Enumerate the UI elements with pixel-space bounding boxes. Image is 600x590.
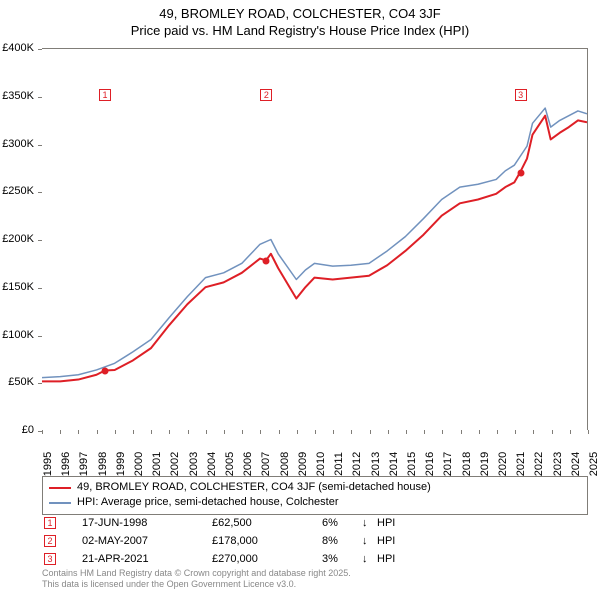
plot-area: 1 2 3 xyxy=(42,48,588,430)
title-line2: Price paid vs. HM Land Registry's House … xyxy=(0,23,600,40)
title-line1: 49, BROMLEY ROAD, COLCHESTER, CO4 3JF xyxy=(0,6,600,23)
x-tick-label: 2010 xyxy=(315,452,327,476)
x-tick-label: 2020 xyxy=(497,452,509,476)
x-tick-label: 2025 xyxy=(588,452,600,476)
sale-dot-1 xyxy=(101,368,108,375)
sales-marker: 3 xyxy=(44,553,56,565)
x-tick-label: 2017 xyxy=(442,452,454,476)
legend-label-red: 49, BROMLEY ROAD, COLCHESTER, CO4 3JF (s… xyxy=(77,480,431,495)
down-arrow-icon: ↓ xyxy=(362,535,377,547)
x-tick-label: 1996 xyxy=(60,452,72,476)
legend-label-blue: HPI: Average price, semi-detached house,… xyxy=(77,495,339,510)
footer: Contains HM Land Registry data © Crown c… xyxy=(42,568,351,590)
y-tick-label: £150K xyxy=(2,281,34,293)
chart-marker-3: 3 xyxy=(515,89,527,101)
y-tick-label: £350K xyxy=(2,90,34,102)
sales-date: 17-JUN-1998 xyxy=(82,517,212,529)
sales-price: £270,000 xyxy=(212,553,322,565)
x-tick-label: 2007 xyxy=(260,452,272,476)
chart-marker-1: 1 xyxy=(99,89,111,101)
chart-container: 49, BROMLEY ROAD, COLCHESTER, CO4 3JF Pr… xyxy=(0,0,600,590)
sales-hpi-label: HPI xyxy=(377,517,395,529)
x-tick-label: 2011 xyxy=(333,452,345,476)
legend-swatch-red xyxy=(49,487,71,489)
legend: 49, BROMLEY ROAD, COLCHESTER, CO4 3JF (s… xyxy=(42,476,588,515)
x-tick-label: 1998 xyxy=(97,452,109,476)
sales-price: £178,000 xyxy=(212,535,322,547)
x-tick-label: 1995 xyxy=(42,452,54,476)
sales-hpi-label: HPI xyxy=(377,535,395,547)
chart-svg xyxy=(42,49,587,430)
sales-row: 1 17-JUN-1998£62,5006%↓HPI xyxy=(42,514,588,532)
legend-row-blue: HPI: Average price, semi-detached house,… xyxy=(49,495,581,510)
x-tick-label: 1997 xyxy=(78,452,90,476)
x-tick-label: 2016 xyxy=(424,452,436,476)
x-tick-label: 2004 xyxy=(206,452,218,476)
title-block: 49, BROMLEY ROAD, COLCHESTER, CO4 3JF Pr… xyxy=(0,0,600,40)
down-arrow-icon: ↓ xyxy=(362,553,377,565)
y-tick-label: £100K xyxy=(2,329,34,341)
x-tick-label: 2003 xyxy=(188,452,200,476)
x-tick-label: 2008 xyxy=(279,452,291,476)
x-tick-label: 2018 xyxy=(461,452,473,476)
sales-price: £62,500 xyxy=(212,517,322,529)
x-axis: 1995199619971998199920002001200220032004… xyxy=(42,432,588,472)
legend-swatch-blue xyxy=(49,502,71,504)
sales-pct: 6% xyxy=(322,517,362,529)
y-tick-label: £400K xyxy=(2,42,34,54)
x-tick-label: 2012 xyxy=(351,452,363,476)
sales-marker: 1 xyxy=(44,517,56,529)
legend-row-red: 49, BROMLEY ROAD, COLCHESTER, CO4 3JF (s… xyxy=(49,480,581,495)
x-tick-label: 2005 xyxy=(224,452,236,476)
sales-marker: 2 xyxy=(44,535,56,547)
sales-row: 2 02-MAY-2007£178,0008%↓HPI xyxy=(42,532,588,550)
x-tick-label: 2001 xyxy=(151,452,163,476)
sales-pct: 8% xyxy=(322,535,362,547)
x-tick-label: 2019 xyxy=(479,452,491,476)
x-tick-label: 2024 xyxy=(570,452,582,476)
x-tick-label: 2006 xyxy=(242,452,254,476)
series-blue xyxy=(42,108,587,378)
sales-table: 117-JUN-1998£62,5006%↓HPI202-MAY-2007£17… xyxy=(42,514,588,568)
footer-line2: This data is licensed under the Open Gov… xyxy=(42,579,351,590)
y-tick-label: £250K xyxy=(2,185,34,197)
x-tick-label: 2000 xyxy=(133,452,145,476)
down-arrow-icon: ↓ xyxy=(362,517,377,529)
y-tick-label: £200K xyxy=(2,233,34,245)
x-tick-label: 2021 xyxy=(515,452,527,476)
y-tick-label: £50K xyxy=(8,376,34,388)
x-tick-label: 2015 xyxy=(406,452,418,476)
x-tick-label: 2014 xyxy=(388,452,400,476)
sale-dot-2 xyxy=(263,258,270,265)
x-tick-label: 2009 xyxy=(297,452,309,476)
x-tick-label: 2022 xyxy=(533,452,545,476)
sale-dot-3 xyxy=(517,170,524,177)
sales-pct: 3% xyxy=(322,553,362,565)
x-tick-label: 2013 xyxy=(370,452,382,476)
sales-hpi-label: HPI xyxy=(377,553,395,565)
chart-marker-2: 2 xyxy=(260,89,272,101)
y-tick-label: £0 xyxy=(22,424,34,436)
series-red xyxy=(42,116,587,382)
x-tick-label: 2023 xyxy=(552,452,564,476)
x-tick-label: 2002 xyxy=(169,452,181,476)
sales-date: 02-MAY-2007 xyxy=(82,535,212,547)
sales-row: 3 21-APR-2021£270,0003%↓HPI xyxy=(42,550,588,568)
x-tick-label: 1999 xyxy=(115,452,127,476)
footer-line1: Contains HM Land Registry data © Crown c… xyxy=(42,568,351,579)
y-axis: £0£50K£100K£150K£200K£250K£300K£350K£400… xyxy=(0,48,38,430)
y-tick-label: £300K xyxy=(2,138,34,150)
sales-date: 21-APR-2021 xyxy=(82,553,212,565)
